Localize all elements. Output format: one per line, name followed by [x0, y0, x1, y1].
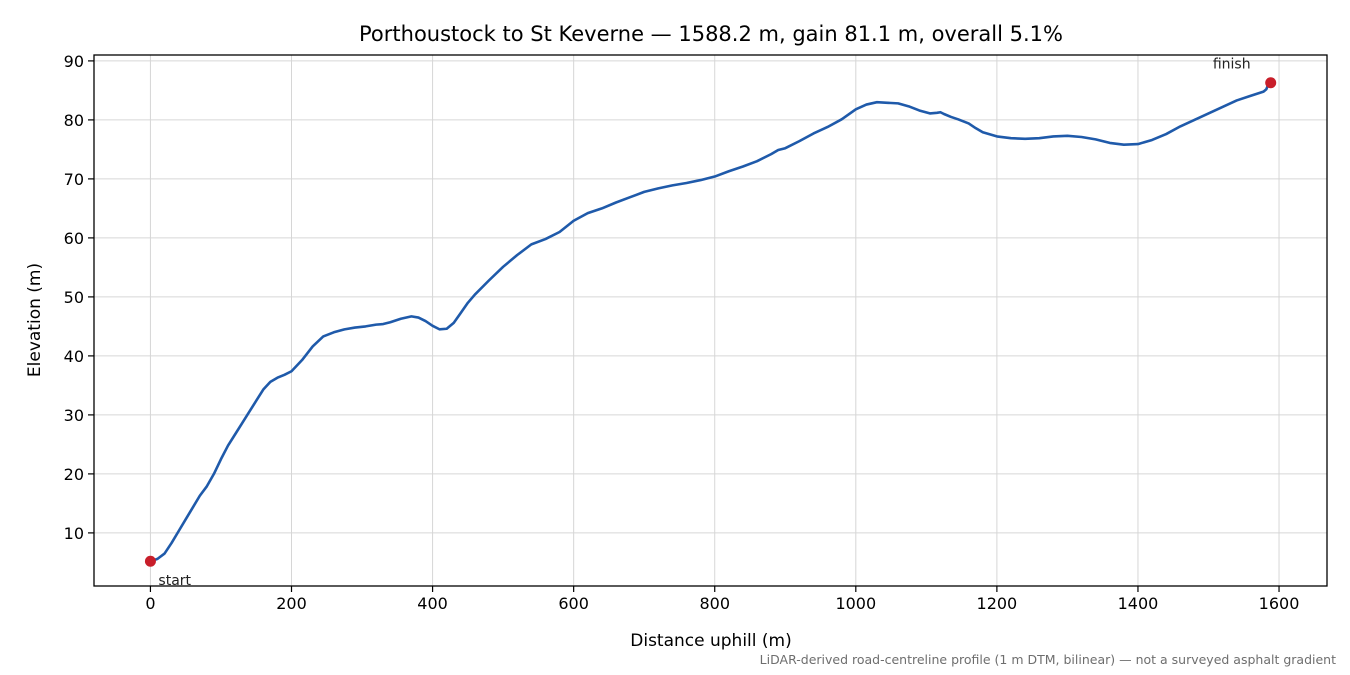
start-marker [144, 555, 156, 567]
x-tick-labels: 0 200 400 600 800 1000 1200 1400 1600 [145, 594, 1299, 613]
x-tick-label: 1600 [1259, 594, 1300, 613]
x-tick-label: 1200 [977, 594, 1018, 613]
y-tick-label: 20 [64, 465, 84, 484]
x-axis-label: Distance uphill (m) [630, 631, 791, 651]
x-tick-label: 400 [417, 594, 448, 613]
x-tick-label: 200 [276, 594, 307, 613]
x-tick-label: 800 [699, 594, 730, 613]
start-label: start [158, 573, 191, 589]
y-tick-label: 50 [64, 288, 84, 307]
y-tick-labels: 10 20 30 40 50 60 70 80 90 [64, 52, 84, 543]
plot-frame [93, 54, 1328, 587]
axis-ticks [88, 60, 1280, 592]
y-tick-label: 10 [64, 524, 84, 543]
y-tick-label: 80 [64, 111, 84, 130]
x-tick-label: 1400 [1118, 594, 1159, 613]
y-tick-label: 70 [64, 170, 84, 189]
finish-marker [1265, 77, 1277, 89]
finish-label: finish [1213, 57, 1251, 73]
elevation-line [149, 81, 1273, 563]
y-tick-label: 30 [64, 406, 84, 425]
y-axis-label: Elevation (m) [25, 263, 45, 377]
chart-title: Porthoustock to St Keverne — 1588.2 m, g… [359, 22, 1063, 46]
x-tick-label: 0 [145, 594, 155, 613]
y-tick-label: 60 [64, 229, 84, 248]
y-tick-label: 40 [64, 347, 84, 366]
x-tick-label: 1000 [835, 594, 876, 613]
footnote: LiDAR-derived road-centreline profile (1… [760, 652, 1336, 667]
x-tick-label: 600 [558, 594, 589, 613]
y-tick-label: 90 [64, 52, 84, 71]
grid-lines [94, 55, 1327, 586]
